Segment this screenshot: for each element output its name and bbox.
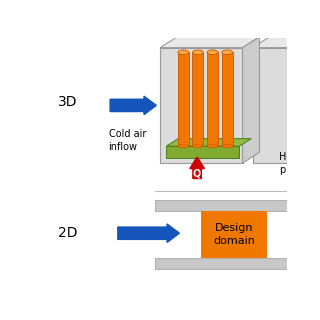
Polygon shape [155,200,287,211]
Text: H
p: H p [279,152,287,175]
Polygon shape [243,37,260,163]
FancyArrow shape [110,96,156,115]
Polygon shape [252,48,287,163]
FancyArrow shape [118,224,180,243]
Polygon shape [166,139,251,146]
Polygon shape [160,37,260,48]
Ellipse shape [178,145,189,148]
Ellipse shape [193,145,203,148]
Bar [193,52,203,146]
Polygon shape [160,48,243,163]
Text: 2D: 2D [58,226,77,240]
Ellipse shape [193,50,203,55]
Polygon shape [155,258,287,269]
Text: 3D: 3D [58,95,77,109]
Bar [222,52,233,146]
Ellipse shape [207,50,218,55]
Ellipse shape [222,145,233,148]
FancyArrow shape [190,157,204,179]
Polygon shape [166,146,239,158]
Ellipse shape [207,145,218,148]
Polygon shape [252,37,304,48]
Text: Cold air
inflow: Cold air inflow [108,129,146,152]
Ellipse shape [222,50,233,55]
Ellipse shape [178,50,189,55]
Bar [201,211,267,258]
Bar [207,52,218,146]
Bar [178,52,189,146]
Text: Design
domain: Design domain [213,223,255,246]
Text: Q: Q [193,169,201,179]
